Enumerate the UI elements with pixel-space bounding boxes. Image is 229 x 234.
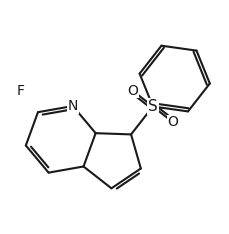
Text: N: N [67, 99, 78, 113]
Text: O: O [127, 84, 138, 98]
Text: F: F [16, 84, 24, 98]
Text: S: S [147, 99, 157, 114]
Text: O: O [167, 115, 178, 129]
